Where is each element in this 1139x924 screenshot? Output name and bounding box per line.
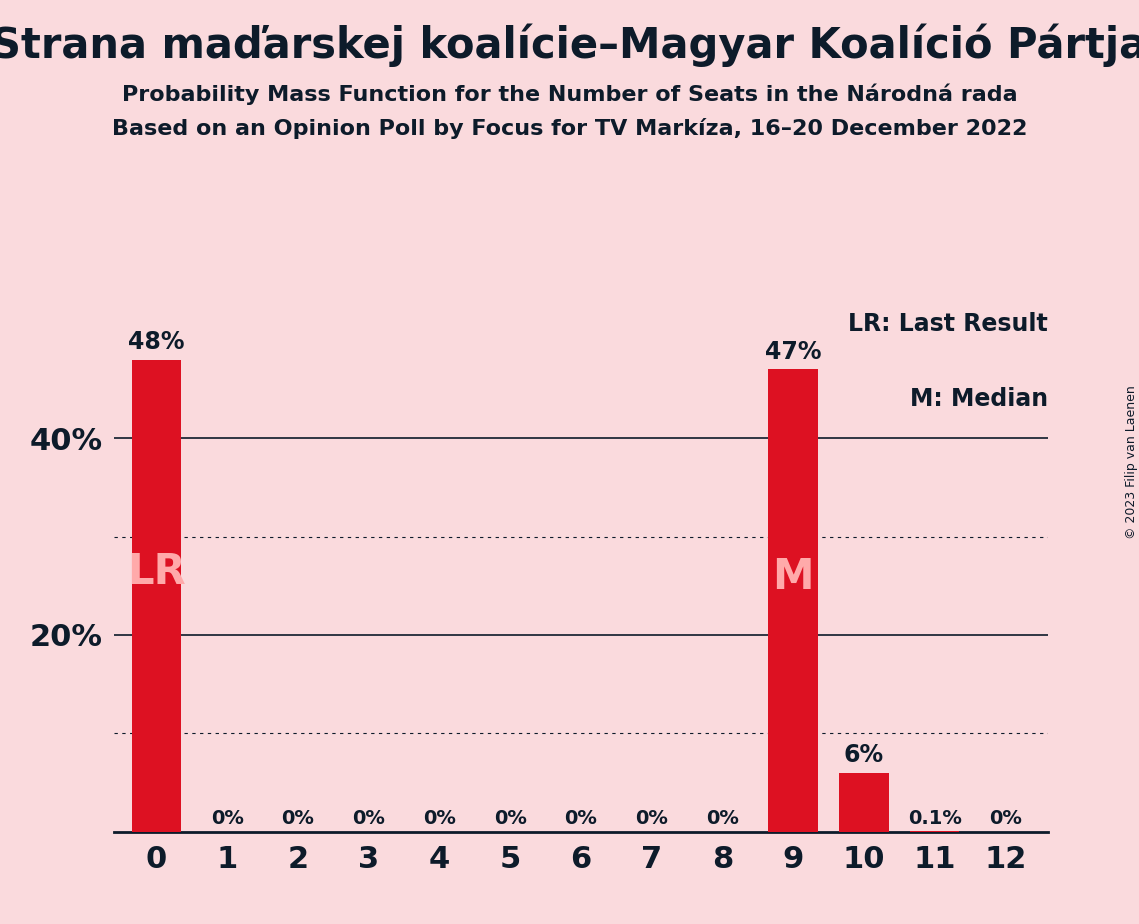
Text: 0%: 0% bbox=[989, 808, 1022, 828]
Text: 0.1%: 0.1% bbox=[908, 808, 961, 828]
Text: 0%: 0% bbox=[352, 808, 385, 828]
Text: 6%: 6% bbox=[844, 743, 884, 767]
Text: 0%: 0% bbox=[706, 808, 739, 828]
Text: 0%: 0% bbox=[565, 808, 597, 828]
Text: LR: Last Result: LR: Last Result bbox=[849, 311, 1048, 335]
Text: Based on an Opinion Poll by Focus for TV Markíza, 16–20 December 2022: Based on an Opinion Poll by Focus for TV… bbox=[112, 118, 1027, 140]
Text: 48%: 48% bbox=[128, 330, 185, 354]
Text: 0%: 0% bbox=[636, 808, 669, 828]
Text: Probability Mass Function for the Number of Seats in the Národná rada: Probability Mass Function for the Number… bbox=[122, 83, 1017, 104]
Text: 0%: 0% bbox=[493, 808, 526, 828]
Text: © 2023 Filip van Laenen: © 2023 Filip van Laenen bbox=[1124, 385, 1138, 539]
Text: 0%: 0% bbox=[211, 808, 244, 828]
Text: LR: LR bbox=[126, 551, 186, 593]
Bar bbox=[769, 370, 818, 832]
Text: M: Median: M: Median bbox=[910, 387, 1048, 411]
Text: 0%: 0% bbox=[281, 808, 314, 828]
Text: M: M bbox=[772, 556, 814, 599]
Bar bbox=[910, 831, 959, 832]
Text: 47%: 47% bbox=[765, 339, 821, 363]
Bar bbox=[839, 772, 888, 832]
Bar bbox=[132, 359, 181, 832]
Text: 0%: 0% bbox=[423, 808, 456, 828]
Text: Strana maďarskej koalície–Magyar Koalíció Pártja: Strana maďarskej koalície–Magyar Koalíci… bbox=[0, 23, 1139, 67]
